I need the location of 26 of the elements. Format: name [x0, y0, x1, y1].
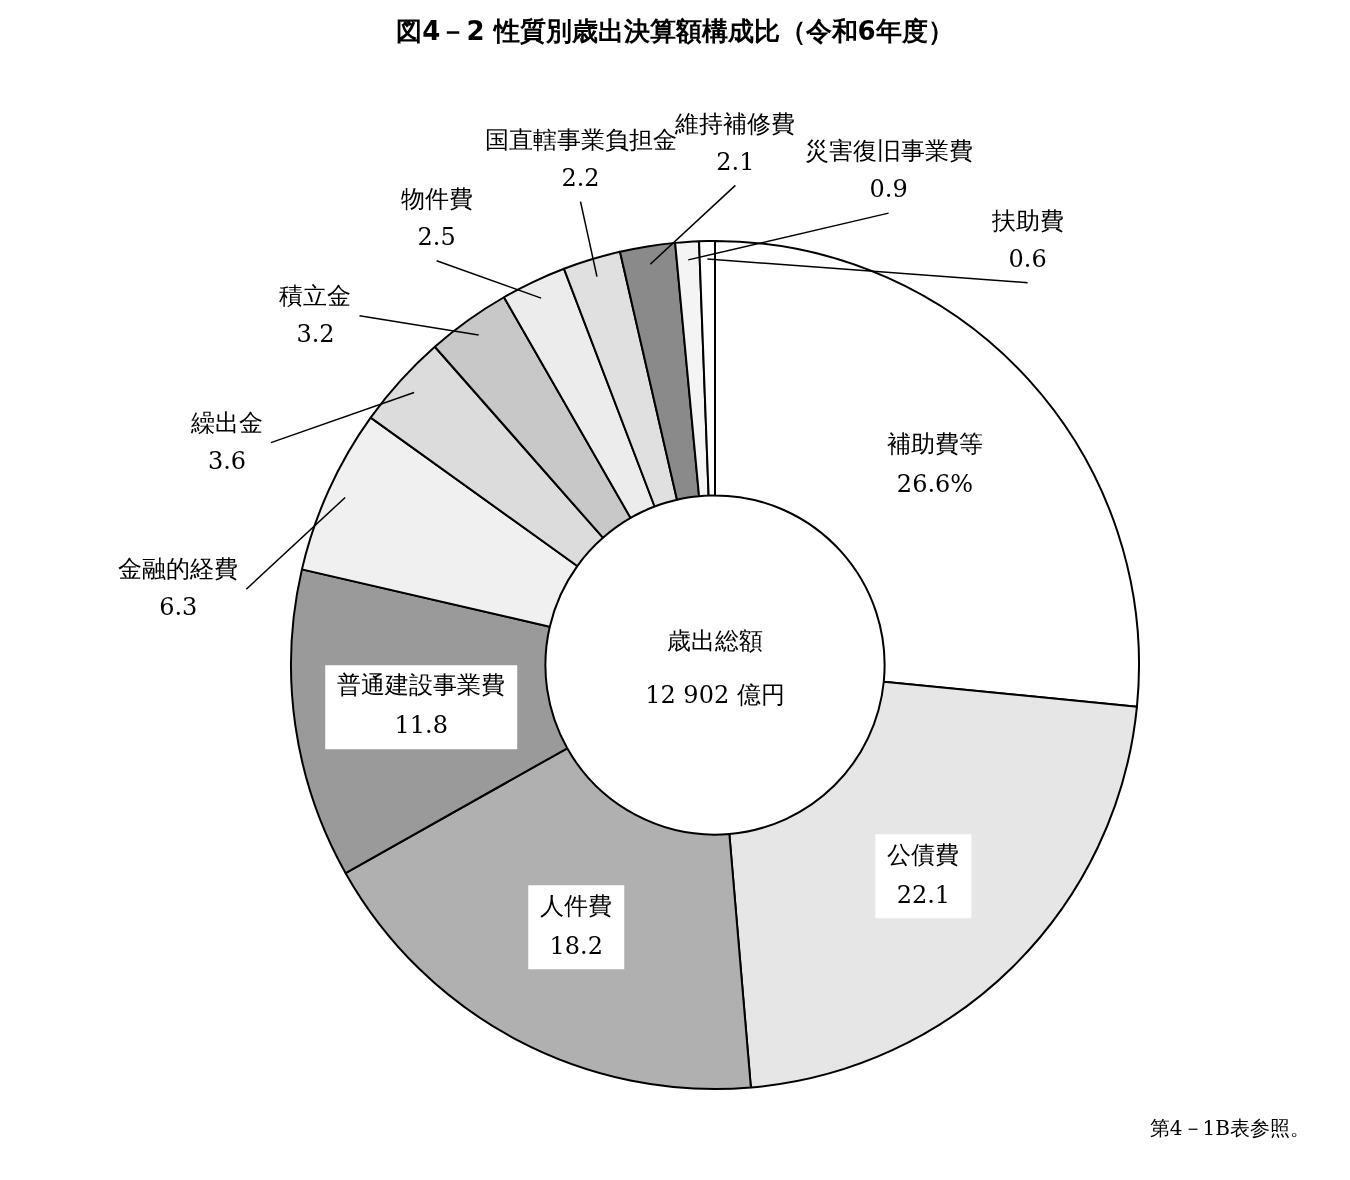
text: 第4－1B表参照。: [1149, 1116, 1310, 1141]
slice-label: 補助費等: [886, 429, 983, 458]
slice-label: 扶助費: [990, 206, 1064, 235]
data-label: 6.3: [159, 593, 198, 622]
data-label: 0.9: [869, 175, 908, 204]
data-label: 2.2: [561, 163, 600, 192]
slice-label: 公債費: [887, 840, 960, 869]
data-label: 22.1: [896, 880, 951, 909]
slice-label: 普通建設事業費: [337, 671, 506, 700]
chart-title: 図4－2 性質別歳出決算額構成比（令和6年度）: [395, 15, 955, 48]
data-label: 18.2: [549, 931, 603, 960]
slice-label: 積立金: [279, 281, 352, 310]
data-label: 11.8: [394, 711, 448, 740]
text: 12 902 億円: [645, 681, 785, 710]
text: 歳出総額: [667, 627, 763, 656]
data-label: 0.6: [1008, 244, 1047, 273]
data-label: 26.6%: [896, 469, 974, 498]
slice-label: 金融的経費: [118, 555, 239, 584]
slice-label: 人件費: [540, 891, 613, 920]
data-label: 3.2: [296, 319, 335, 348]
data-label: 3.6: [207, 446, 247, 475]
slice-label: 物件費: [400, 184, 473, 213]
slice-label: 繰出金: [189, 408, 263, 437]
slice-label: 災害復旧事業費: [804, 137, 973, 166]
data-label: 2.1: [716, 147, 755, 176]
data-label: 2.5: [417, 222, 456, 251]
